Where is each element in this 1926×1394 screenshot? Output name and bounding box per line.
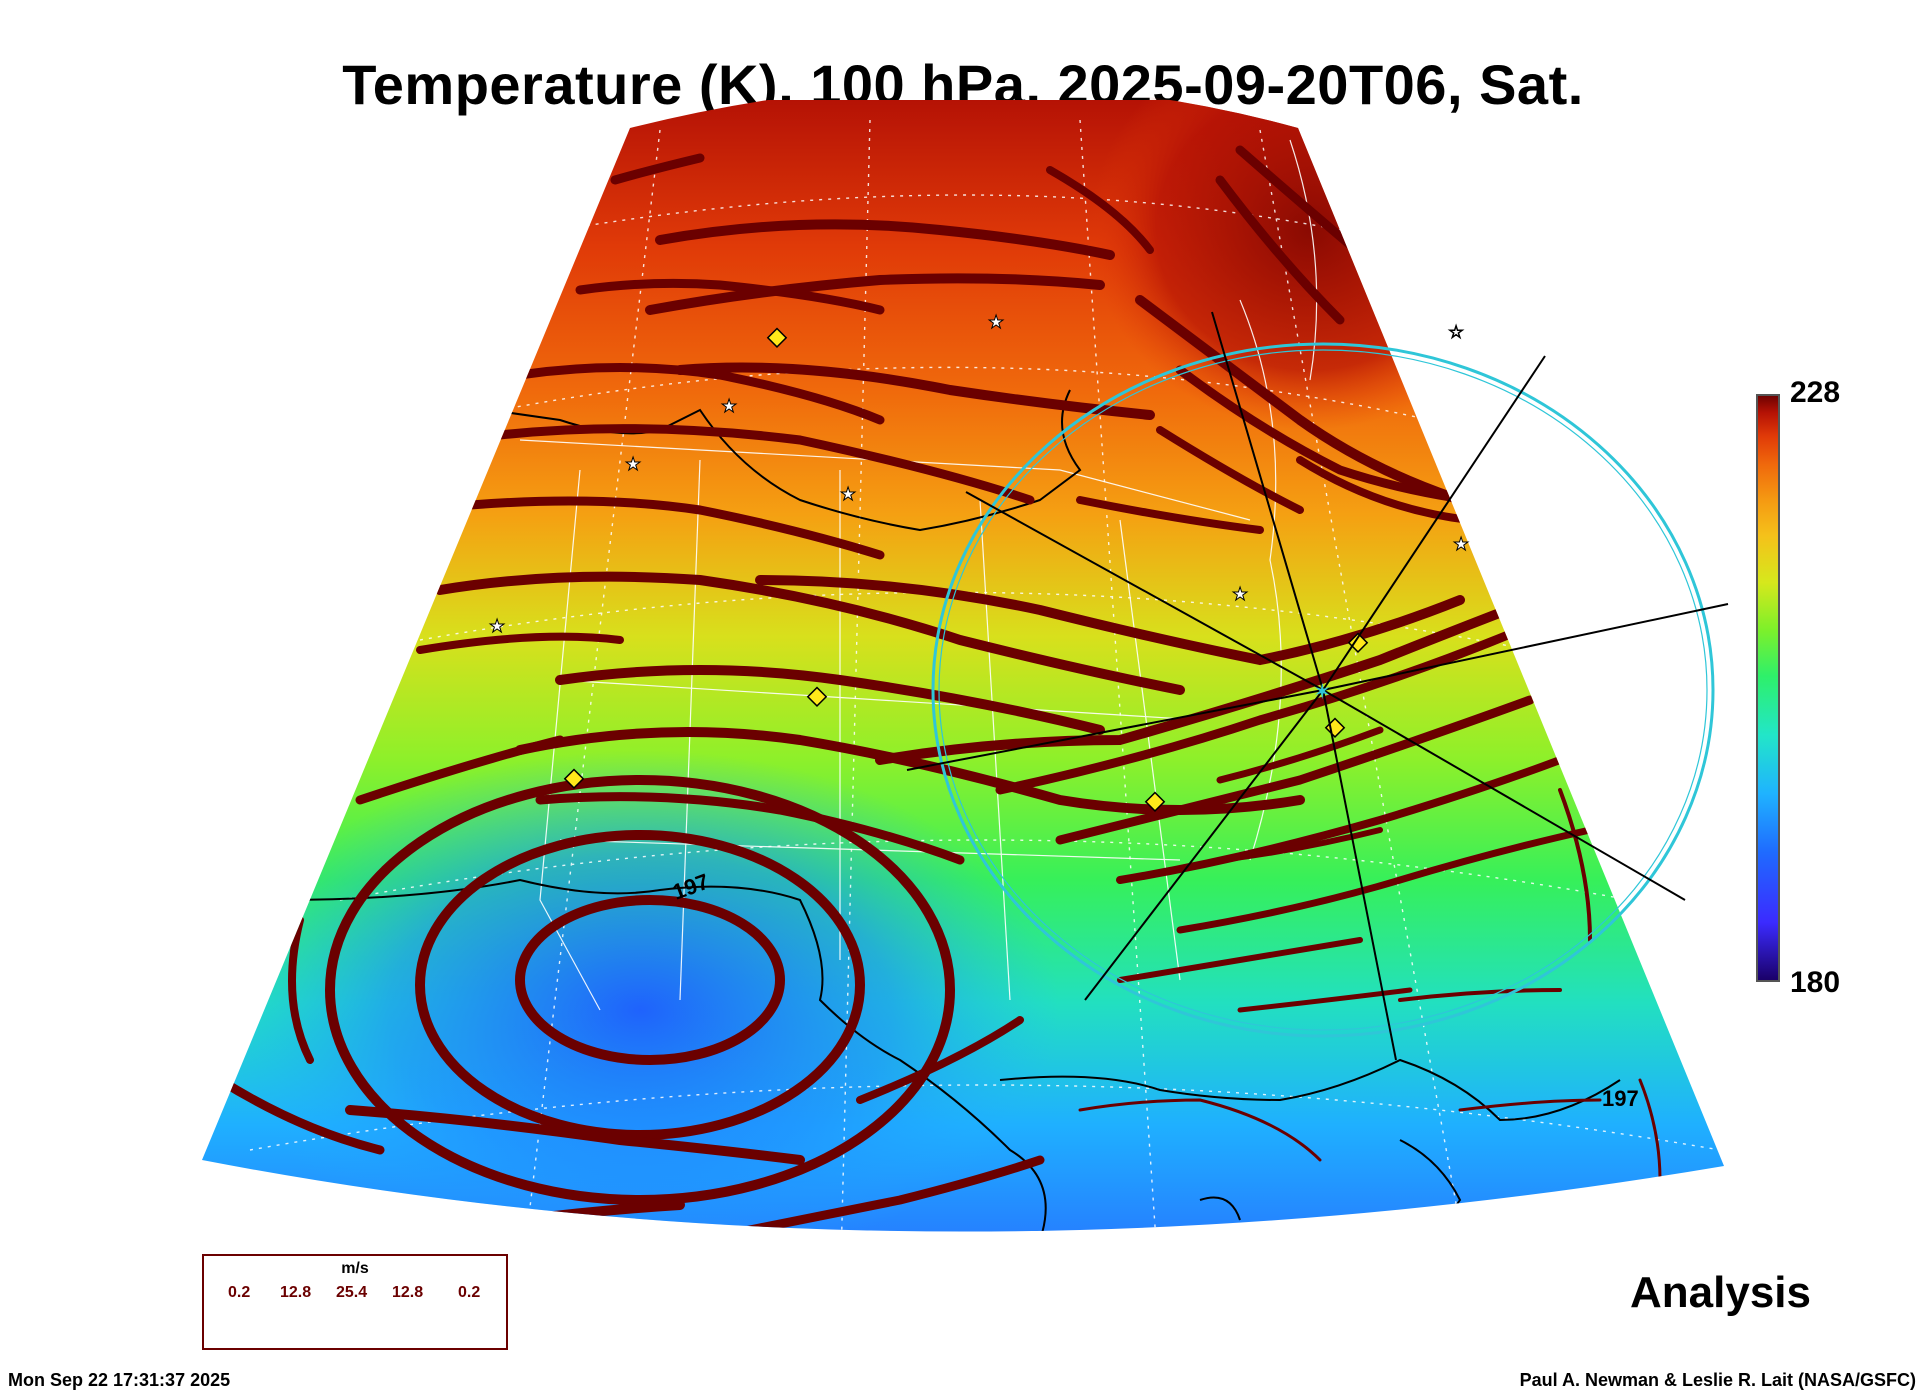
diamond-marker bbox=[766, 327, 788, 348]
credit: Paul A. Newman & Leslie R. Lait (NASA/GS… bbox=[1519, 1370, 1916, 1390]
contour-label-197-east: 197 bbox=[1602, 1086, 1639, 1111]
graticule bbox=[249, 119, 1721, 1232]
diamond-marker bbox=[806, 686, 828, 707]
diamond-marker bbox=[563, 768, 585, 789]
legend-speed: 25.4 bbox=[336, 1284, 368, 1301]
center-star-marker: ✶ bbox=[1313, 680, 1331, 705]
boundaries bbox=[519, 139, 1318, 1011]
timestamp: Mon Sep 22 17:31:37 2025 bbox=[8, 1370, 231, 1390]
analysis-label: Analysis bbox=[1630, 1268, 1811, 1317]
observation-circle: ✶ bbox=[906, 311, 1729, 1061]
star-marker: ★ bbox=[489, 616, 505, 637]
map-field bbox=[202, 84, 1724, 1232]
colorbar-min-label: 180 bbox=[1790, 966, 1841, 999]
star-marker: ★ bbox=[840, 484, 856, 505]
station-markers: ★ ★ ★ ★ ★ ★ ★ ☆ bbox=[489, 312, 1470, 812]
legend-speed: 12.8 bbox=[280, 1284, 312, 1301]
legend-speed: 0.2 bbox=[458, 1284, 481, 1301]
star-marker: ★ bbox=[625, 454, 641, 475]
wind-streamlines bbox=[215, 145, 1662, 1232]
star-marker: ★ bbox=[1232, 584, 1248, 605]
star-marker: ★ bbox=[1453, 534, 1469, 555]
wind-speed-legend: m/s 0.2 12.8 25.4 12.8 0.2 bbox=[202, 1254, 508, 1350]
warm-region bbox=[1090, 84, 1530, 430]
coastlines bbox=[279, 389, 1621, 1232]
diamond-marker bbox=[1144, 791, 1166, 812]
legend-unit: m/s bbox=[341, 1260, 369, 1277]
colorbar-max-label: 228 bbox=[1790, 376, 1841, 409]
colorbar bbox=[1756, 394, 1780, 982]
star-marker: ★ bbox=[721, 396, 737, 417]
diamond-marker bbox=[1347, 632, 1369, 653]
legend-speed: 12.8 bbox=[392, 1284, 424, 1301]
star-marker: ☆ bbox=[1448, 322, 1464, 343]
legend-speed: 0.2 bbox=[228, 1284, 251, 1301]
star-marker: ★ bbox=[988, 312, 1004, 333]
